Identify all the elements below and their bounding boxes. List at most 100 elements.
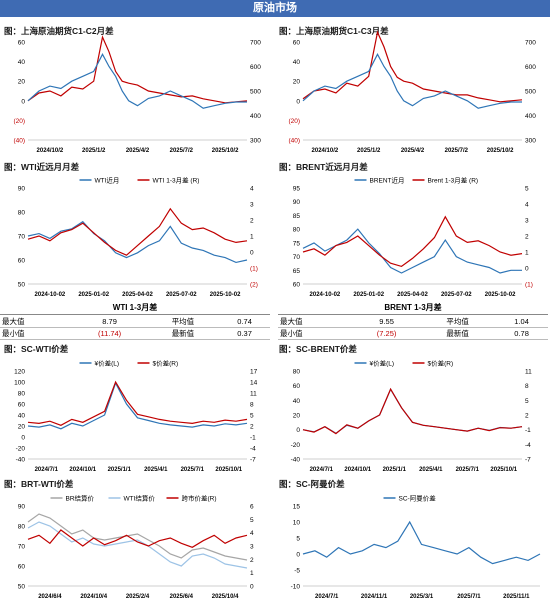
y-tick-label: 60 [18,258,26,265]
stats-value: (11.74) [72,327,147,340]
y-tick-label: 60 [293,282,301,289]
legend-label: Brent 1-3月差 (R) [428,176,479,185]
legend-label: ¥价差(L) [370,359,395,368]
y-tick-label: (40) [288,138,300,145]
x-tick-label: 2024/10/2 [37,148,64,154]
stats-label: 最大值 [278,316,354,328]
x-tick-label: 2025/1/2 [357,148,381,154]
y-tick-label: 0 [21,435,25,442]
y2-tick-label: 1 [525,250,529,257]
y-tick-label: 20 [18,79,26,86]
y-tick-label: 0 [296,427,300,434]
legend-label: 跨市价差(R) [182,494,217,503]
y2-tick-label: 5 [525,398,529,405]
legend-label: SC-阿曼价差 [399,494,437,503]
y-tick-label: 20 [293,79,301,86]
legend-label: ¥价差(L) [95,359,120,368]
y-tick-label: 5 [296,536,300,543]
x-tick-label: 2025/7/1 [457,594,481,600]
y2-tick-label: 700 [525,40,536,47]
series-line-2 [302,53,522,109]
y2-tick-label: (1) [525,282,533,289]
y-tick-label: 70 [18,234,26,241]
y2-tick-label: 0 [250,250,254,257]
x-tick-label: 2025/4/1 [144,467,168,473]
y-tick-label: -40 [291,457,301,464]
x-tick-label: 2025/10/1 [490,467,517,473]
x-tick-label: 2025-07-02 [166,292,197,298]
sc-c1c2-spread-chart: 60 40 20 0 (20) (40) 700 600 500 400 300 2024/10/2 2… [13,35,261,154]
x-tick-label: 2025-01-02 [78,292,109,298]
chart-title: 图：SC-WTI价差 [4,344,69,354]
y2-tick-label: 4 [250,530,254,537]
x-tick-label: 2024/10/2 [312,148,339,154]
y-tick-label: 80 [18,210,26,217]
series-line-1 [302,387,523,435]
y-tick-label: 65 [293,268,301,275]
series-line-1 [27,381,248,430]
y2-tick-label: -4 [525,442,531,449]
y2-tick-label: 2 [525,234,529,241]
y-tick-label: 95 [293,186,301,193]
y-tick-label: 40 [18,59,26,66]
legend-label: WTI 1-3月差 (R) [153,176,200,185]
y-tick-label: 70 [18,544,26,551]
chart-title: 图：BRENT近远月月差 [279,162,368,172]
x-tick-label: 2024/7/1 [310,467,334,473]
y2-tick-label: 4 [250,186,254,193]
series-line-2 [302,387,523,435]
y-tick-label: -40 [16,457,26,464]
x-tick-label: 2025/7/2 [170,148,194,154]
y2-tick-label: 600 [525,64,536,71]
y-tick-label: 80 [293,369,301,376]
x-tick-label: 2024/10/1 [69,467,96,473]
y-tick-label: (20) [13,118,25,125]
sc-brent-spread-chart: 80 60 40 20 0 -20 -40 11 8 5 2 -1 -4 -7 2024/7/1 2024/1… [291,359,533,474]
y2-tick-label: 600 [250,64,261,71]
y2-tick-label: 3 [525,218,529,225]
y-tick-label: -20 [16,446,26,453]
stats-label: 平均值 [146,316,220,328]
y-tick-label: 0 [296,552,300,559]
x-tick-label: 2025/7/1 [456,467,480,473]
stats-value: (7.25) [353,327,421,340]
y2-tick-label: 3 [250,202,254,209]
x-tick-label: 2024/7/1 [315,594,339,600]
y-tick-label: 90 [18,504,26,511]
page-header: 原油市场 [0,0,550,17]
x-tick-label: 2025/10/2 [487,148,514,154]
y-tick-label: 0 [296,98,300,105]
y-tick-label: 50 [18,282,26,289]
x-tick-label: 2025/7/2 [445,148,469,154]
y2-tick-label: 300 [525,138,536,145]
series-line-1 [302,520,541,565]
y2-tick-label: 5 [525,186,529,193]
x-tick-label: 2025/1/2 [82,148,106,154]
legend-label: WTI近月 [95,176,120,185]
series-line-2 [27,521,248,569]
x-tick-label: 2024/6/4 [38,594,62,600]
y-tick-label: 15 [293,504,301,511]
stats-label: 最新值 [420,327,496,340]
series-line-2 [27,380,248,426]
y2-tick-label: 5 [250,517,254,524]
y2-tick-label: -7 [250,457,256,464]
x-tick-label: 2025/11/1 [503,594,530,600]
wti-spread-chart: 90 80 70 60 50 4 3 2 1 0 (1) (2) 2024-10-02 2025-01-0… [18,176,258,299]
stats-label: 最小值 [278,327,354,340]
chart-title: 图：上海原油期货C1-C3月差 [279,26,389,36]
y2-tick-label: -1 [250,435,256,442]
chart-title: 图：SC-BRENT价差 [279,344,357,354]
y-tick-label: 0 [21,98,25,105]
y-tick-label: 80 [18,524,26,531]
y2-tick-label: 400 [250,113,261,120]
sc-c1c3-spread-chart: 60 40 20 0 (20) (40) 700 600 500 400 300 2024/10/2 2… [288,30,536,154]
y-tick-label: 120 [14,369,25,376]
y-tick-label: -10 [291,584,301,591]
y-tick-label: 60 [18,40,26,47]
stats-label: 最小值 [0,327,73,340]
y2-tick-label: -1 [525,427,531,434]
y2-tick-label: 2 [250,424,254,431]
legend-label: $价差(R) [153,359,179,368]
